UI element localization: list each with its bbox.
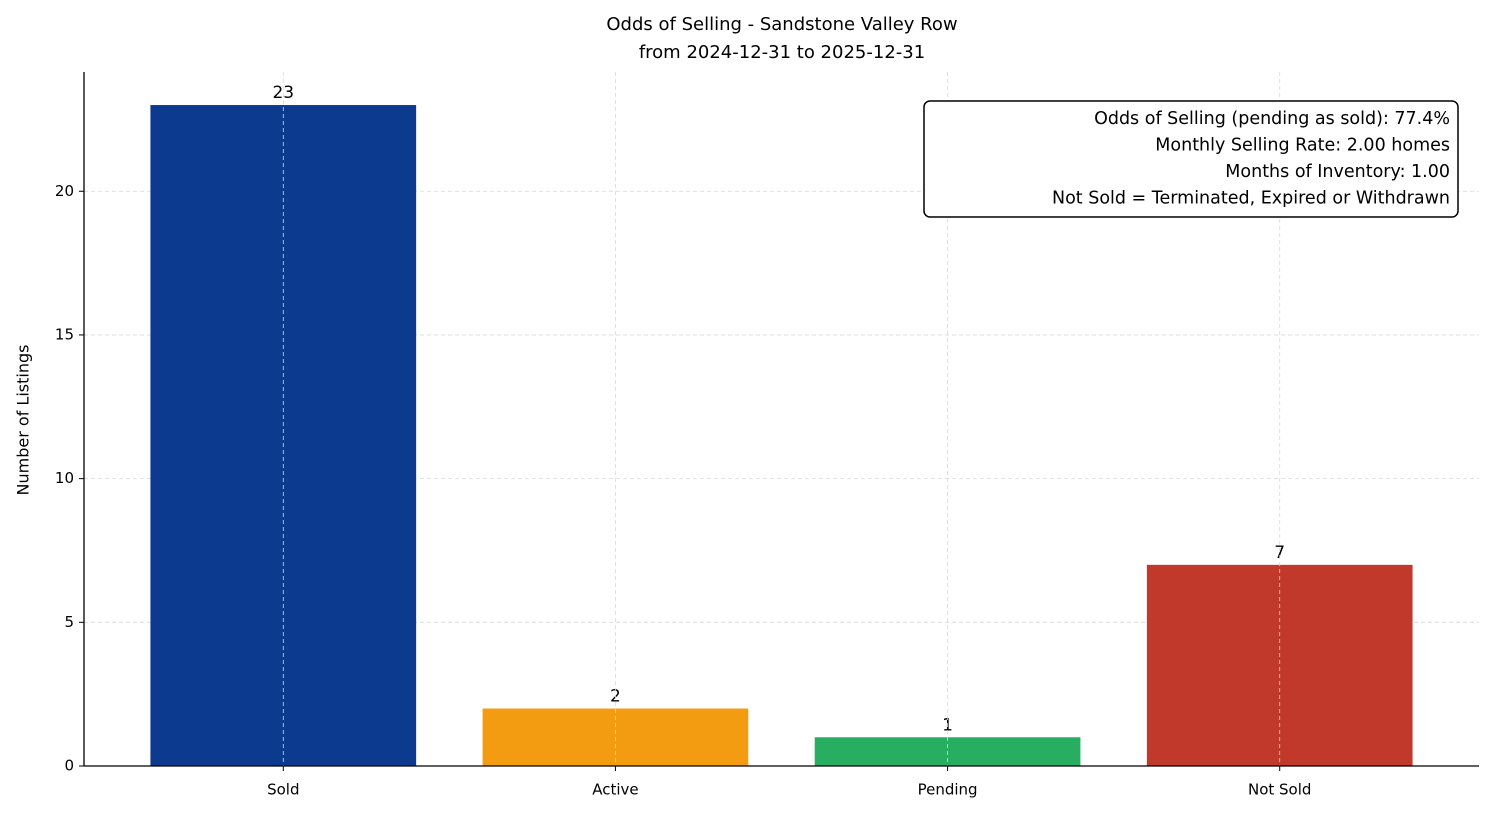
annotation: Months of Inventory: 1.00: [1225, 162, 1450, 182]
y-tick-label: 15: [55, 325, 74, 343]
x-tick-label: Sold: [267, 781, 299, 799]
y-tick-label: 10: [55, 469, 74, 487]
y-axis-label: Number of Listings: [14, 345, 33, 496]
annotation: Not Sold = Terminated, Expired or Withdr…: [1052, 189, 1450, 209]
bar: [1146, 564, 1413, 766]
bar: [150, 105, 417, 767]
y-tick-label: 0: [64, 757, 74, 775]
chart-title: Odds of Selling - Sandstone Valley Row: [606, 14, 957, 35]
y-tick-label: 20: [55, 182, 74, 200]
x-tick-label: Pending: [918, 781, 978, 799]
annotation: Odds of Selling (pending as sold): 77.4%: [1094, 109, 1450, 129]
x-tick-label: Not Sold: [1248, 781, 1311, 799]
chart-subtitle: from 2024-12-31 to 2025-12-31: [639, 42, 925, 63]
annotation: Monthly Selling Rate: 2.00 homes: [1155, 136, 1450, 156]
annotation-box: [923, 100, 1459, 218]
x-tick-label: Active: [592, 781, 638, 799]
value-label: 7: [1274, 543, 1285, 563]
y-tick-label: 5: [64, 613, 74, 631]
